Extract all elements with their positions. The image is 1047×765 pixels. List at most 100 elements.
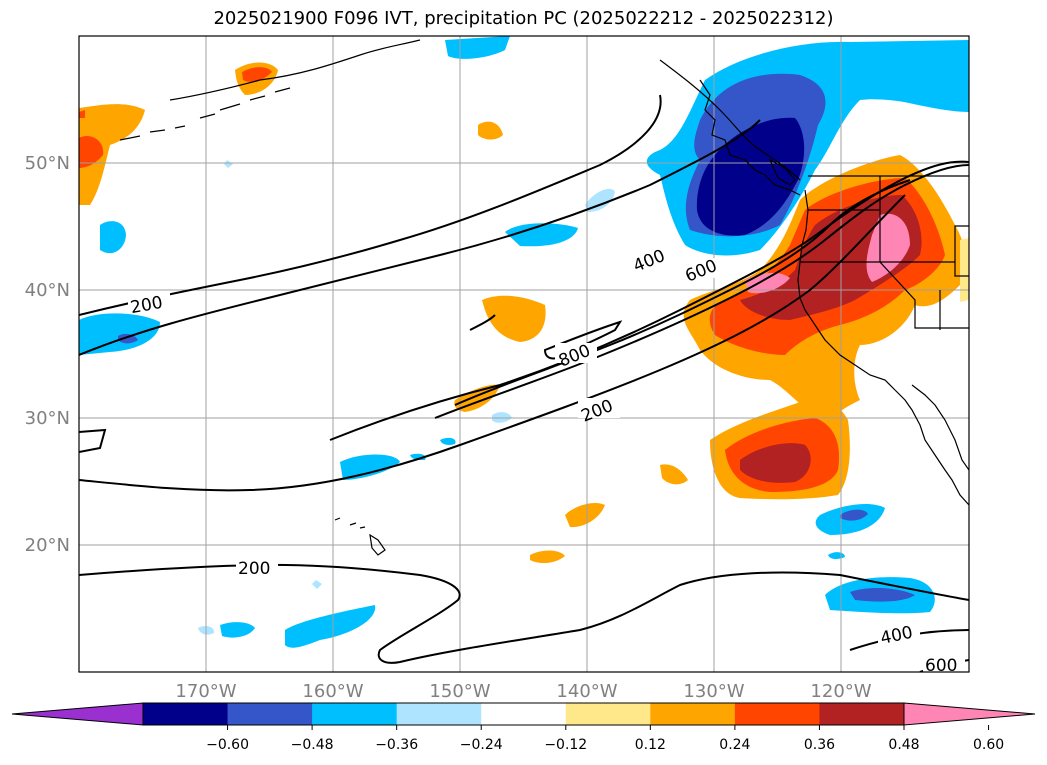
lon-tick-labels: 170°W 160°W 150°W 140°W 130°W 120°W [175, 681, 871, 702]
lon-tick-label: 160°W [302, 681, 363, 702]
canada-neg [820, 65, 969, 112]
pos-blob-7 [530, 550, 565, 564]
colorbar-segment [481, 703, 567, 725]
figure-title: 2025021900 F096 IVT, precipitation PC (2… [213, 8, 834, 29]
lon-tick-label: 170°W [175, 681, 236, 702]
southeast-alaska-coast [659, 59, 801, 181]
neg-blob-13 [224, 160, 233, 168]
colorbar-tick-label: −0.48 [291, 737, 334, 753]
ivt-200-jet [329, 160, 969, 441]
lon-tick-label: 140°W [556, 681, 617, 702]
state-border-ca-nv [879, 176, 969, 329]
neg-blob-8 [220, 622, 255, 638]
colorbar-tick-label: 0.36 [804, 737, 835, 753]
contour-label-bg [682, 258, 724, 278]
colorbar-segment [565, 703, 651, 725]
colorbar-extend-max [903, 702, 1036, 726]
positive-anomaly-fields [79, 62, 969, 564]
colorbar-tick-label: −0.12 [544, 737, 587, 753]
ivt-200-north [79, 94, 662, 316]
sub-pos-darkred [740, 443, 811, 483]
aleutian-chain [119, 87, 291, 141]
neg-blob-16 [440, 437, 456, 445]
pos-blob-3 [478, 121, 503, 140]
negative-anomaly-fields [79, 36, 969, 648]
neg-blob-1 [505, 223, 578, 247]
contour-label-bg [923, 657, 965, 672]
ivt-200-south-jet [79, 194, 906, 492]
contour-label: 600 [925, 656, 957, 676]
ivt-contours [79, 94, 969, 672]
colorbar-segment [143, 703, 229, 725]
lon-tick-label: 150°W [429, 681, 490, 702]
colorbar-segment [227, 703, 313, 725]
colorbar-tick-label: 0.60 [973, 737, 1004, 753]
plot-frame [78, 35, 970, 673]
cal-pos-yellow-edge [960, 238, 969, 302]
colorbar-segment [312, 703, 398, 725]
pos-blob-9 [79, 110, 85, 118]
hawaii-islands [334, 517, 386, 556]
ivt-edge-west [79, 428, 107, 453]
coastlines [119, 39, 969, 556]
neg-blob-5 [340, 454, 400, 480]
neg-blob-3 [100, 221, 126, 254]
colorbar-tick-label: −0.60 [206, 737, 249, 753]
ivt-400-north [79, 119, 761, 356]
alaska-coast [169, 39, 421, 101]
colorbar-segment [650, 703, 736, 725]
contour-label: 200 [238, 559, 270, 579]
lon-tick-label: 120°W [810, 681, 871, 702]
ivt-200-tropics [79, 563, 969, 664]
lat-tick-labels: 20°N 30°N 40°N 50°N [25, 153, 70, 556]
contour-label-bg [236, 558, 278, 578]
contour-label-bg [128, 293, 170, 313]
colorbar-segment [734, 703, 820, 725]
pos-blob-8 [660, 464, 688, 485]
ivt-inner-loop [469, 314, 496, 331]
pos-blob-6 [565, 503, 605, 528]
contour-label-bg [555, 343, 597, 363]
bc-coast [699, 79, 801, 196]
lon-tick-label: 130°W [683, 681, 744, 702]
neg-blob-2 [585, 188, 615, 212]
lat-tick-label: 20°N [25, 535, 70, 556]
gulf-alaska-neg [445, 36, 510, 59]
lat-tick-label: 50°N [25, 153, 70, 174]
state-border-id [954, 225, 969, 277]
contour-label-bg [630, 248, 672, 268]
baja-california [894, 389, 969, 506]
colorbar-tick-label: 0.48 [888, 737, 919, 753]
neg-blob-7 [285, 605, 376, 648]
colorbar-tick-label: −0.24 [460, 737, 503, 753]
ivt-400-jet [434, 164, 969, 419]
colorbar-extend-min [11, 702, 144, 726]
pos-blob-4 [482, 295, 546, 342]
lat-tick-label: 30°N [25, 408, 70, 429]
cal-pos-pink [866, 213, 910, 282]
pos-blob-2-red [242, 67, 272, 82]
colorbar-tick-label: 0.24 [719, 737, 750, 753]
pos-blob-1 [79, 104, 145, 205]
contour-label-bg [578, 398, 620, 418]
colorbar-frame [142, 702, 905, 726]
neg-blob-9-core [840, 509, 868, 521]
us-west-coast [797, 189, 896, 391]
vancouver-island [768, 158, 796, 186]
neg-blob-10-core [850, 588, 915, 602]
colorbar-tick-label: 0.12 [635, 737, 666, 753]
neg-blob-4-core [118, 333, 138, 344]
colorbar-tick-label: −0.36 [375, 737, 418, 753]
lat-tick-label: 40°N [25, 280, 70, 301]
colorbar-segment [819, 703, 905, 725]
pos-blob-1-red [79, 135, 104, 168]
plot-area: 200 400 600 800 200 200 400 600 [79, 36, 969, 676]
cal-pos-pink-2 [745, 272, 790, 294]
colorbar: −0.60 −0.48 −0.36 −0.24 −0.12 0.12 0.24 0.36 0.4… [11, 702, 1036, 753]
colorbar-segment [396, 703, 482, 725]
neg-blob-12 [492, 412, 512, 423]
contour-label-bg [878, 623, 920, 643]
mexico-mainland [911, 384, 969, 471]
neg-blob-14 [312, 580, 322, 589]
